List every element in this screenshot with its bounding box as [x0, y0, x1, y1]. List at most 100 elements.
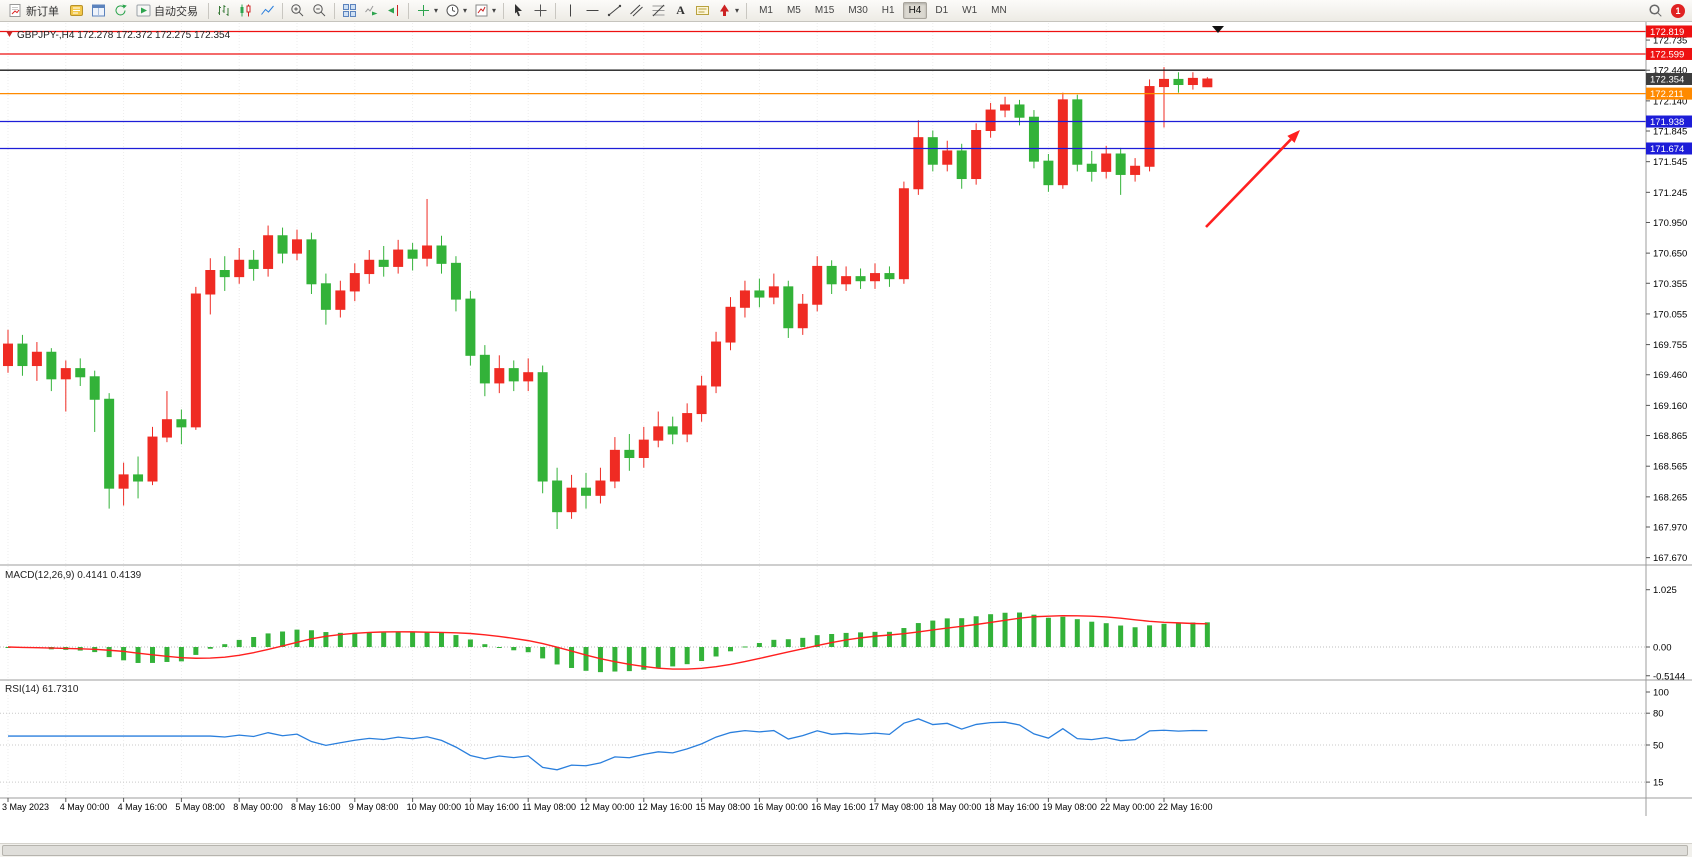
tile-windows-button[interactable]	[339, 1, 360, 20]
scrollbar-thumb[interactable]	[2, 845, 1688, 856]
data-window-button[interactable]	[88, 1, 109, 20]
macd-histogram-bar	[366, 632, 372, 647]
time-axis-label: 4 May 00:00	[60, 802, 110, 812]
price-axis-label: 170.950	[1653, 218, 1687, 229]
time-axis-label: 11 May 08:00	[522, 802, 576, 812]
candle-body	[783, 286, 794, 329]
macd-histogram-bar	[597, 647, 603, 673]
macd-histogram-bar	[496, 647, 502, 648]
macd-histogram-bar	[1045, 617, 1051, 647]
candle-body	[1043, 160, 1054, 186]
search-button[interactable]	[1645, 1, 1666, 20]
text-label-tool-button[interactable]	[692, 1, 713, 20]
candle-body	[942, 150, 953, 165]
horizontal-line-tool-button[interactable]	[582, 1, 603, 20]
macd-histogram-bar	[410, 632, 416, 647]
candlestick-chart-type-button[interactable]	[235, 1, 256, 20]
horizontal-scrollbar[interactable]	[0, 843, 1692, 857]
market-watch-button[interactable]	[66, 1, 87, 20]
time-axis-label: 10 May 00:00	[407, 802, 462, 812]
price-axis-label: 168.865	[1653, 431, 1687, 442]
macd-histogram-bar	[814, 635, 820, 647]
equidistant-channel-tool-button[interactable]	[626, 1, 647, 20]
macd-histogram-bar	[1103, 623, 1109, 647]
timeframe-button-h4[interactable]: H4	[902, 2, 928, 19]
candle-body	[205, 270, 216, 295]
bar-chart-type-button[interactable]	[213, 1, 234, 20]
zoom-in-button[interactable]	[287, 1, 308, 20]
candle-body	[841, 276, 852, 285]
auto-trading-button[interactable]: 自动交易	[132, 1, 204, 20]
candle-body	[161, 419, 172, 438]
fibonacci-tool-button[interactable]	[648, 1, 669, 20]
new-order-button[interactable]: 新订单	[4, 1, 65, 20]
candle-body	[870, 273, 880, 282]
cursor-button[interactable]	[508, 1, 529, 20]
macd-histogram-bar	[930, 620, 936, 647]
line-chart-type-button[interactable]	[257, 1, 278, 20]
macd-histogram-bar	[511, 647, 517, 651]
auto-scroll-button[interactable]	[361, 1, 382, 20]
candle-body	[320, 283, 331, 310]
timeframe-button-d1[interactable]: D1	[935, 5, 949, 16]
price-axis-label: 168.565	[1653, 462, 1687, 473]
refresh-icon	[115, 4, 127, 16]
macd-histogram-bar	[988, 614, 994, 647]
down-arrow-marker-object[interactable]	[1212, 26, 1224, 33]
text-tool-button[interactable]: A	[670, 1, 691, 20]
price-axis-label: 169.755	[1653, 340, 1687, 351]
candle-body	[1057, 99, 1068, 186]
refresh-button[interactable]	[110, 1, 131, 20]
macd-histogram-bar	[1118, 625, 1124, 647]
chevron-down-icon: ▾	[735, 5, 740, 15]
symbol-info-line: GBPJPY-,H4 172.278 172.372 172.275 172.3…	[17, 30, 231, 41]
timeframe-button-m1[interactable]: M1	[759, 5, 773, 16]
timeframe-button-m15[interactable]: M15	[814, 5, 835, 16]
macd-histogram-bar	[785, 639, 791, 647]
notification-badge[interactable]: 1	[1671, 3, 1685, 18]
macd-histogram-bar	[641, 647, 647, 670]
timeframe-button-w1[interactable]: W1	[962, 5, 978, 16]
candlestick-chart-icon	[240, 4, 251, 17]
macd-histogram-bar	[872, 631, 878, 647]
time-axis-label: 3 May 2023	[2, 802, 49, 812]
candle-body	[479, 354, 490, 384]
chevron-down-icon: ▾	[434, 5, 439, 15]
candle-body	[147, 436, 158, 482]
macd-histogram-bar	[858, 632, 864, 647]
macd-histogram-bar	[1204, 622, 1210, 647]
crosshair-button[interactable]	[530, 1, 551, 20]
rsi-axis-label: 80	[1653, 709, 1664, 720]
rsi-axis-label: 15	[1653, 778, 1664, 789]
timeframe-button-m30[interactable]: M30	[848, 5, 868, 16]
time-axis-label: 19 May 08:00	[1042, 802, 1097, 812]
arrows-tool-button[interactable]: ▾	[714, 1, 742, 20]
toolbar-separator	[282, 2, 283, 19]
timeframe-button-mn[interactable]: MN	[991, 5, 1007, 16]
rsi-axis-label: 100	[1653, 688, 1669, 699]
candle-body	[306, 239, 317, 285]
time-axis-label: 12 May 00:00	[580, 802, 635, 812]
timeframe-button-h1[interactable]: H1	[881, 5, 895, 16]
timeframe-button-m5[interactable]: M5	[786, 5, 801, 16]
trend-arrow-object[interactable]	[1205, 138, 1292, 228]
price-tag-label: 172.354	[1650, 75, 1684, 86]
macd-histogram-bar	[959, 618, 965, 647]
price-axis-label: 167.970	[1653, 523, 1687, 534]
candle-body	[667, 426, 678, 435]
macd-histogram-bar	[728, 647, 733, 652]
vertical-line-tool-button[interactable]	[560, 1, 581, 20]
candle-body	[1101, 153, 1112, 172]
trendline-tool-button[interactable]	[604, 1, 625, 20]
candle-body	[378, 259, 389, 267]
macd-histogram-bar	[164, 647, 170, 662]
indicators-button[interactable]: ▾	[413, 1, 441, 20]
periods-button[interactable]: ▾	[442, 1, 470, 20]
chart-shift-button[interactable]	[383, 1, 404, 20]
templates-button[interactable]: ▾	[471, 1, 499, 20]
zoom-out-button[interactable]	[309, 1, 330, 20]
channel-icon	[630, 4, 643, 17]
price-axis-label: 170.650	[1653, 249, 1687, 260]
trend-arrow-head[interactable]	[1287, 130, 1300, 143]
